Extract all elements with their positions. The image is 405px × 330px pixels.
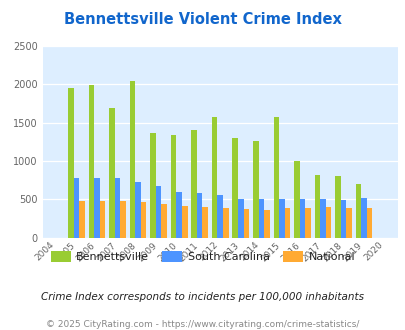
Bar <box>340 200 345 238</box>
Bar <box>68 88 74 238</box>
Bar <box>360 198 366 238</box>
Bar <box>135 182 141 238</box>
Bar <box>150 133 156 238</box>
Bar <box>273 116 278 238</box>
Bar <box>355 184 360 238</box>
Bar <box>284 208 290 238</box>
Bar <box>211 117 217 238</box>
Bar <box>202 207 207 238</box>
Bar <box>334 176 340 238</box>
Bar <box>293 161 299 238</box>
Bar <box>130 82 135 238</box>
Bar <box>345 208 351 238</box>
Bar <box>217 195 222 238</box>
Bar <box>258 199 263 238</box>
Bar <box>161 204 166 238</box>
Bar <box>141 202 146 238</box>
Bar <box>243 209 249 238</box>
Bar <box>320 199 325 238</box>
Text: © 2025 CityRating.com - https://www.cityrating.com/crime-statistics/: © 2025 CityRating.com - https://www.city… <box>46 320 359 329</box>
Bar <box>278 199 284 238</box>
Bar <box>109 108 115 238</box>
Bar <box>176 192 181 238</box>
Bar <box>305 208 310 238</box>
Bar <box>115 178 120 238</box>
Bar <box>120 201 126 238</box>
Text: Bennettsville Violent Crime Index: Bennettsville Violent Crime Index <box>64 12 341 26</box>
Bar <box>222 208 228 238</box>
Bar <box>299 199 305 238</box>
Bar <box>196 193 202 238</box>
Bar <box>366 208 371 238</box>
Bar <box>94 178 100 238</box>
Bar <box>74 178 79 238</box>
Legend: Bennettsville, South Carolina, National: Bennettsville, South Carolina, National <box>46 247 359 267</box>
Bar <box>89 85 94 238</box>
Bar <box>252 141 258 238</box>
Bar <box>100 201 105 238</box>
Bar <box>314 175 320 238</box>
Bar <box>79 201 85 238</box>
Bar <box>237 199 243 238</box>
Bar <box>171 135 176 238</box>
Bar <box>263 210 269 238</box>
Bar <box>191 130 196 238</box>
Bar <box>156 186 161 238</box>
Text: Crime Index corresponds to incidents per 100,000 inhabitants: Crime Index corresponds to incidents per… <box>41 292 364 302</box>
Bar <box>181 206 187 238</box>
Bar <box>232 138 237 238</box>
Bar <box>325 207 330 238</box>
